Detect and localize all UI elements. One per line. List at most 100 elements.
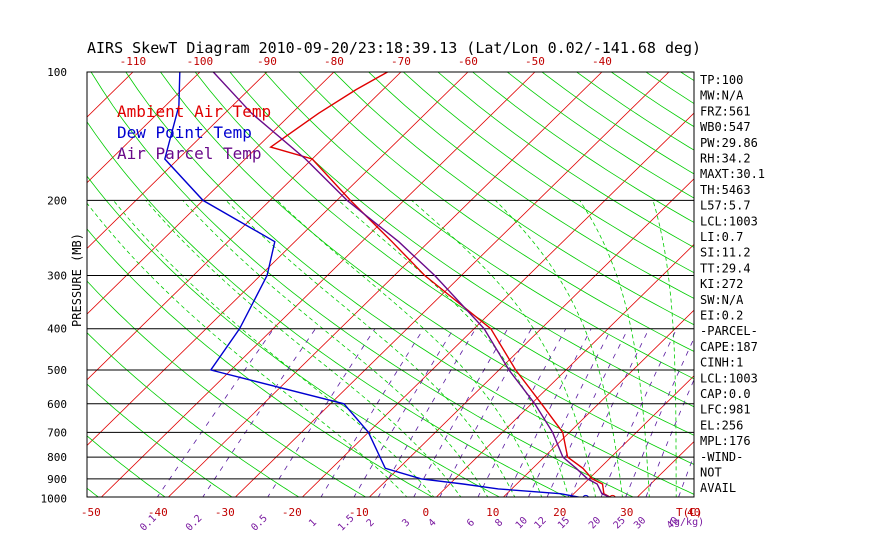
dry-adiabat-line <box>298 72 694 352</box>
index-entry: FRZ:561 <box>700 104 751 118</box>
index-entry: EI:0.2 <box>700 309 743 323</box>
series-dew-point-temp <box>164 72 583 497</box>
dry-adiabat-line <box>194 72 694 436</box>
dry-adiabat-line <box>750 72 870 507</box>
index-entry: CINH:1 <box>700 356 743 370</box>
index-entry: MW:N/A <box>700 89 744 103</box>
pressure-tick-label: 500 <box>47 364 67 377</box>
isotherm-line <box>87 72 402 381</box>
isotherm-line <box>502 309 694 497</box>
dry-adiabat-line <box>403 72 694 274</box>
pressure-tick-label: 100 <box>47 66 67 79</box>
mixing-ratio-line <box>439 328 532 497</box>
isotherm-line <box>100 72 536 497</box>
pressure-tick-label: 400 <box>47 323 67 336</box>
moist-adiabat-line <box>652 200 677 497</box>
isotherm-line <box>167 72 603 497</box>
top-temp-tick-label: -100 <box>187 55 214 68</box>
mixing-ratio-line <box>320 328 424 497</box>
mixing-ratio-label: 1 <box>307 517 319 529</box>
index-entry: RH:34.2 <box>700 152 751 166</box>
mixing-ratio-line <box>505 328 592 497</box>
index-entry: PW:29.86 <box>700 136 758 150</box>
series-ambient-air-temp <box>269 72 612 497</box>
index-entry: KI:272 <box>700 277 743 291</box>
mixing-ratio-line <box>156 328 275 497</box>
legend: Ambient Air Temp Dew Point Temp Air Parc… <box>117 102 271 163</box>
legend-air-parcel-temp: Air Parcel Temp <box>117 144 262 163</box>
isotherm-line <box>87 72 335 315</box>
legend-dew-point-temp: Dew Point Temp <box>117 123 252 142</box>
moist-adiabat-line <box>145 200 462 497</box>
bottom-temp-tick-label: 0 <box>422 506 429 519</box>
temp-unit-label: T(C) <box>676 506 703 519</box>
index-entry: TP:100 <box>700 73 743 87</box>
chart-title: AIRS SkewT Diagram 2010-09-20/23:18:39.1… <box>87 39 701 57</box>
moist-adiabat-line <box>182 200 489 497</box>
bottom-temp-tick-label: -40 <box>148 506 168 519</box>
pressure-tick-label: 800 <box>47 451 67 464</box>
isotherm-line <box>87 72 469 447</box>
index-entry: -WIND- <box>700 450 743 464</box>
dry-adiabat-line <box>507 72 694 199</box>
index-entry: L57:5.7 <box>700 199 751 213</box>
index-entry: EL:256 <box>700 418 743 432</box>
index-entry: MAXT:30.1 <box>700 167 765 181</box>
series-air-parcel-temp <box>212 72 612 497</box>
index-entry: TH:5463 <box>700 183 751 197</box>
top-temp-tick-label: -110 <box>120 55 147 68</box>
dry-adiabat-line <box>87 383 233 497</box>
pressure-tick-label: 300 <box>47 269 67 282</box>
mixing-ratio-label: 0.2 <box>184 513 205 534</box>
top-temp-tick-label: -40 <box>592 55 612 68</box>
index-entry: SI:11.2 <box>700 246 751 260</box>
dry-adiabat-line <box>264 72 694 380</box>
bottom-temp-tick-label: -20 <box>282 506 302 519</box>
isotherm-line <box>87 72 134 118</box>
index-entry: NOT <box>700 466 722 480</box>
mixing-ratio-label: 20 <box>587 515 603 531</box>
mixing-ratio-line <box>353 328 454 497</box>
dry-adiabat-line <box>87 332 300 497</box>
bottom-temp-tick-label: 30 <box>620 506 633 519</box>
dry-adiabat-line <box>333 72 694 326</box>
index-entry: SW:N/A <box>700 293 744 307</box>
top-temp-tick-label: -70 <box>391 55 411 68</box>
index-entry: MPL:176 <box>700 434 751 448</box>
mixing-ratio-label: 4 <box>427 517 439 529</box>
index-entry: LI:0.7 <box>700 230 743 244</box>
mixing-ratio-line <box>546 328 629 497</box>
dry-adiabat-line <box>368 72 694 299</box>
pressure-tick-label: 700 <box>47 426 67 439</box>
isotherm-line <box>435 243 694 497</box>
surface-temp-marker <box>609 494 616 497</box>
bottom-temp-tick-label: -50 <box>81 506 101 519</box>
isotherm-line <box>234 72 670 497</box>
legend-ambient-air-temp: Ambient Air Temp <box>117 102 271 121</box>
isotherm-line <box>569 375 694 497</box>
plot-frame <box>86 71 695 498</box>
dry-adiabat-line <box>87 175 501 497</box>
plot-area <box>87 72 870 507</box>
mixing-ratio-line <box>625 337 694 497</box>
mixing-ratio-line <box>267 328 376 497</box>
mixing-ratio-label: 3 <box>400 517 412 529</box>
mixing-ratio-line <box>413 328 509 497</box>
dry-adiabat-line <box>87 121 568 497</box>
mixing-ratio-label: 2 <box>365 517 377 529</box>
profile-series <box>164 72 616 497</box>
mixing-ratio-label: 12 <box>533 515 549 531</box>
dry-adiabat-line <box>437 72 694 248</box>
mixing-ratio-label: 30 <box>632 515 648 531</box>
top-temp-tick-label: -80 <box>324 55 344 68</box>
dry-adiabat-line <box>90 72 635 497</box>
top-temp-tick-label: -60 <box>458 55 478 68</box>
bottom-temp-tick-label: 40 <box>687 506 700 519</box>
isotherm-line <box>828 72 870 507</box>
isobar-grid <box>87 72 694 480</box>
mixing-ratio-label: 8 <box>493 517 505 529</box>
top-temp-tick-label: -50 <box>525 55 545 68</box>
dry-adiabat-line <box>229 72 694 408</box>
isotherm-grid <box>87 72 870 507</box>
